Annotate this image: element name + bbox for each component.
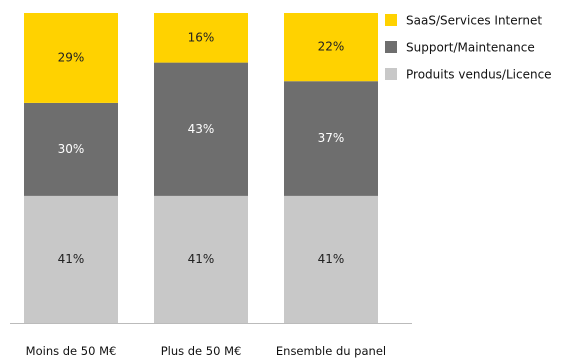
legend-swatch-support-maintenance xyxy=(385,41,397,53)
data-label-saas-services-internet-1: 29% xyxy=(58,50,85,64)
data-label-support-maintenance-1: 30% xyxy=(58,142,85,156)
bar-segment-support-maintenance-2 xyxy=(154,62,248,196)
bar-segment-produits-vendus-licence-2 xyxy=(154,195,248,323)
legend-label-support-maintenance: Support/Maintenance xyxy=(406,41,535,55)
data-label-support-maintenance-3: 37% xyxy=(318,131,345,145)
legend: SaaS/Services Internet Support/Maintenanc… xyxy=(385,14,552,82)
legend-swatch-saas-services-internet xyxy=(385,14,397,26)
bar-segment-saas-services-internet-1 xyxy=(24,13,118,103)
legend-swatch-produits-vendus-licence xyxy=(385,68,397,80)
bar-segment-produits-vendus-licence-3 xyxy=(284,195,378,323)
data-label-saas-services-internet-2: 16% xyxy=(188,30,215,44)
bar-segment-saas-services-internet-2 xyxy=(154,13,248,63)
category-label-2: Plus de 50 M€ xyxy=(161,344,242,358)
data-label-saas-services-internet-3: 22% xyxy=(318,40,345,54)
data-label-produits-vendus-licence-2: 41% xyxy=(188,252,215,266)
category-label-1: Moins de 50 M€ xyxy=(26,344,117,358)
legend-label-saas-services-internet: SaaS/Services Internet xyxy=(406,14,542,28)
bar-segment-support-maintenance-1 xyxy=(24,102,118,196)
data-label-support-maintenance-2: 43% xyxy=(188,122,215,136)
data-label-produits-vendus-licence-1: 41% xyxy=(58,252,85,266)
legend-label-produits-vendus-licence: Produits vendus/Licence xyxy=(406,68,552,82)
category-label-3: Ensemble du panel xyxy=(276,344,386,358)
bar-segment-saas-services-internet-3 xyxy=(284,13,378,82)
bar-segment-support-maintenance-3 xyxy=(284,81,378,196)
bar-segment-produits-vendus-licence-1 xyxy=(24,195,118,323)
data-label-produits-vendus-licence-3: 41% xyxy=(318,252,345,266)
plot-area: 41% 30% 29% 41% 43% 16% 41% 37% 22% xyxy=(24,13,378,323)
category-labels: Moins de 50 M€ Plus de 50 M€ Ensemble du p… xyxy=(26,344,386,358)
